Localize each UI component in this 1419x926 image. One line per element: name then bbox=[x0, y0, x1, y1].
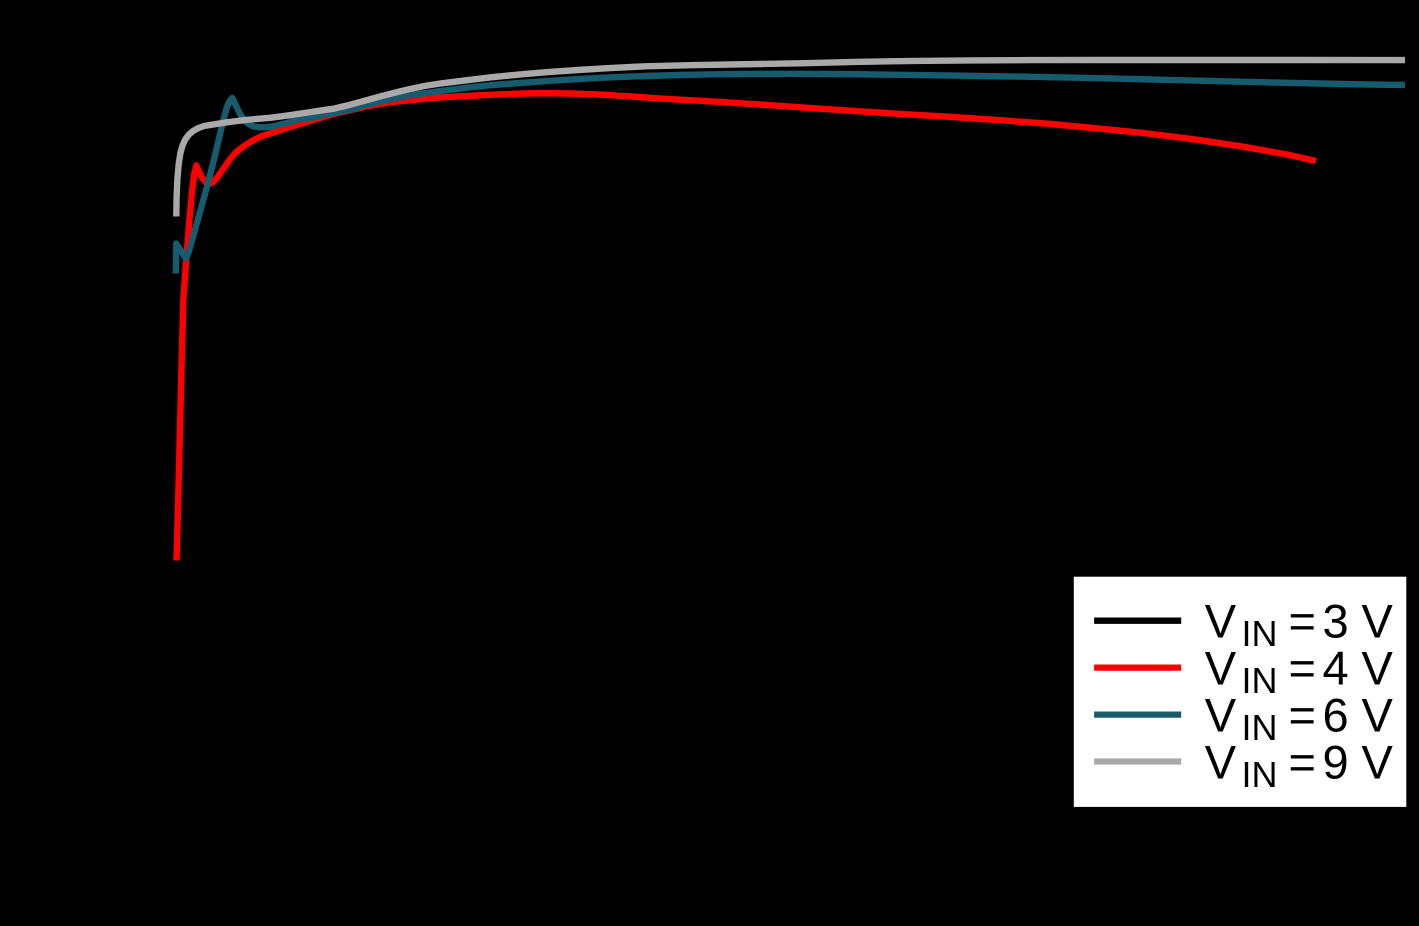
svg-text:V: V bbox=[1362, 595, 1394, 648]
svg-text:=: = bbox=[1289, 595, 1316, 648]
svg-text:3: 3 bbox=[1323, 595, 1349, 648]
svg-text:V: V bbox=[1205, 641, 1237, 694]
svg-text:IN: IN bbox=[1242, 754, 1278, 795]
svg-text:V: V bbox=[1362, 735, 1394, 788]
svg-text:V: V bbox=[1362, 641, 1394, 694]
svg-text:=: = bbox=[1289, 641, 1316, 694]
svg-text:V: V bbox=[1205, 688, 1237, 741]
svg-text:=: = bbox=[1289, 735, 1316, 788]
svg-text:9: 9 bbox=[1323, 735, 1349, 788]
svg-text:V: V bbox=[1205, 735, 1237, 788]
svg-text:V: V bbox=[1205, 595, 1237, 648]
svg-text:V: V bbox=[1362, 688, 1394, 741]
svg-text:6: 6 bbox=[1323, 688, 1349, 741]
svg-text:IN: IN bbox=[1242, 707, 1278, 748]
svg-text:4: 4 bbox=[1323, 641, 1349, 694]
svg-text:IN: IN bbox=[1242, 613, 1278, 654]
svg-text:IN: IN bbox=[1242, 660, 1278, 701]
svg-text:=: = bbox=[1289, 688, 1316, 741]
